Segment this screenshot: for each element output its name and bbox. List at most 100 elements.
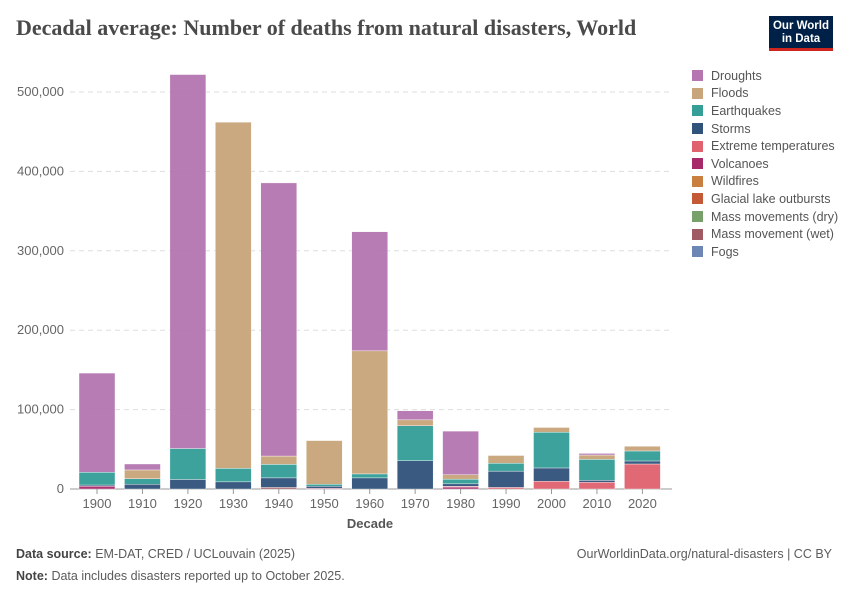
bar-segment xyxy=(487,462,525,472)
logo-line2: in Data xyxy=(781,33,821,45)
note-label: Note: xyxy=(16,569,48,583)
logo-line1: Our World xyxy=(772,20,829,32)
bar-segment xyxy=(396,410,434,421)
legend-label: Extreme temperatures xyxy=(711,139,835,154)
legend-item[interactable]: Floods xyxy=(692,85,838,103)
legend-swatch xyxy=(692,211,703,223)
bar-segment xyxy=(78,372,116,473)
note: Note: Data includes disasters reported u… xyxy=(16,569,345,583)
bar-segment xyxy=(351,473,388,479)
bar-segment xyxy=(306,440,343,485)
bar-segment xyxy=(124,484,161,490)
bar-segment xyxy=(578,480,616,483)
bar-segment xyxy=(169,74,207,449)
bar-segment xyxy=(624,460,661,465)
x-tick-label: 1960 xyxy=(355,496,384,511)
x-tick-label: 1930 xyxy=(219,496,248,511)
x-tick-label: 1990 xyxy=(492,496,521,511)
legend-swatch xyxy=(692,140,703,152)
bar-segment xyxy=(578,482,616,490)
legend-label: Droughts xyxy=(711,68,762,83)
legend-item[interactable]: Earthquakes xyxy=(692,102,838,120)
legend-label: Fogs xyxy=(711,244,739,259)
bar-segment xyxy=(169,448,207,480)
bar-segment xyxy=(396,460,434,490)
data-source: Data source: EM-DAT, CRED / UCLouvain (2… xyxy=(16,547,295,561)
chart-title: Decadal average: Number of deaths from n… xyxy=(16,15,637,40)
legend-item[interactable]: Glacial lake outbursts xyxy=(692,190,838,208)
legend-swatch xyxy=(692,175,703,187)
x-tick-label: 1900 xyxy=(83,496,112,511)
bar-segment xyxy=(306,484,343,487)
legend-label: Glacial lake outbursts xyxy=(711,191,831,206)
bar-segment xyxy=(260,487,297,490)
bar-segment xyxy=(260,455,297,465)
x-axis-label: Decade xyxy=(347,516,393,531)
legend-swatch xyxy=(692,105,703,117)
bar-segment xyxy=(78,472,116,486)
bar-segment xyxy=(351,231,388,352)
bar-segment xyxy=(124,478,161,485)
y-tick-label: 200,000 xyxy=(17,322,64,337)
y-tick-label: 400,000 xyxy=(17,163,64,178)
x-tick-label: 2020 xyxy=(628,496,657,511)
bar-segment xyxy=(351,350,388,475)
legend-item[interactable]: Storms xyxy=(692,120,838,138)
legend-swatch xyxy=(692,246,703,258)
legend-item[interactable]: Mass movement (wet) xyxy=(692,225,838,243)
owid-logo[interactable]: Our World in Data xyxy=(769,16,833,51)
bar-segment xyxy=(487,455,525,464)
bar-segment xyxy=(396,425,434,461)
legend-item[interactable]: Extreme temperatures xyxy=(692,137,838,155)
x-tick-label: 1910 xyxy=(128,496,157,511)
bar-segment xyxy=(260,477,297,488)
x-tick-label: 1950 xyxy=(310,496,339,511)
bar-segment xyxy=(215,468,252,483)
bar-segment xyxy=(215,481,252,490)
legend-label: Storms xyxy=(711,121,751,136)
bar-segment xyxy=(78,486,116,490)
x-tick-label: 1940 xyxy=(264,496,293,511)
bar-segment xyxy=(533,432,570,469)
legend-item[interactable]: Mass movements (dry) xyxy=(692,208,838,226)
x-tick-label: 1980 xyxy=(446,496,475,511)
bar-segment xyxy=(442,486,479,490)
bar-segment xyxy=(624,446,661,452)
legend-item[interactable]: Fogs xyxy=(692,243,838,261)
bar-segment xyxy=(442,430,479,475)
x-tick-label: 2000 xyxy=(537,496,566,511)
bar-segment xyxy=(533,467,570,482)
source-label: Data source: xyxy=(16,547,92,561)
bar-segment xyxy=(624,450,661,462)
legend-swatch xyxy=(692,87,703,99)
legend-swatch xyxy=(692,158,703,170)
bar-segment xyxy=(442,478,479,485)
bar-segment xyxy=(533,427,570,433)
bar-segment xyxy=(578,454,616,460)
bar-segment xyxy=(124,469,161,479)
legend: Droughts Floods Earthquakes Storms Extreme t… xyxy=(692,67,838,261)
bar-segment xyxy=(169,479,207,490)
source-url[interactable]: OurWorldinData.org/natural-disasters | C… xyxy=(576,547,832,561)
legend-item[interactable]: Volcanoes xyxy=(692,155,838,173)
bar-segment xyxy=(442,474,479,480)
y-tick-label: 0 xyxy=(57,481,64,496)
legend-label: Mass movement (wet) xyxy=(711,227,834,242)
bar-segment xyxy=(578,459,616,481)
bar-segment xyxy=(533,481,570,490)
bar-segment xyxy=(215,121,252,469)
legend-label: Wildfires xyxy=(711,174,759,189)
source-text: EM-DAT, CRED / UCLouvain (2025) xyxy=(95,547,296,561)
legend-item[interactable]: Wildfires xyxy=(692,173,838,191)
note-text: Data includes disasters reported up to O… xyxy=(51,569,345,583)
legend-item[interactable]: Droughts xyxy=(692,67,838,85)
legend-swatch xyxy=(692,193,703,205)
bar-segment xyxy=(124,463,161,471)
legend-label: Floods xyxy=(711,86,749,101)
legend-swatch xyxy=(692,228,703,240)
legend-label: Mass movements (dry) xyxy=(711,209,839,224)
legend-swatch xyxy=(692,123,703,135)
bar-segment xyxy=(442,483,479,487)
